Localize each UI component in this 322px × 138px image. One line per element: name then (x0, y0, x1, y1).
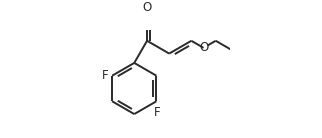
Text: F: F (154, 106, 161, 119)
Text: O: O (142, 1, 152, 14)
Text: F: F (102, 69, 109, 82)
Text: O: O (199, 41, 208, 54)
